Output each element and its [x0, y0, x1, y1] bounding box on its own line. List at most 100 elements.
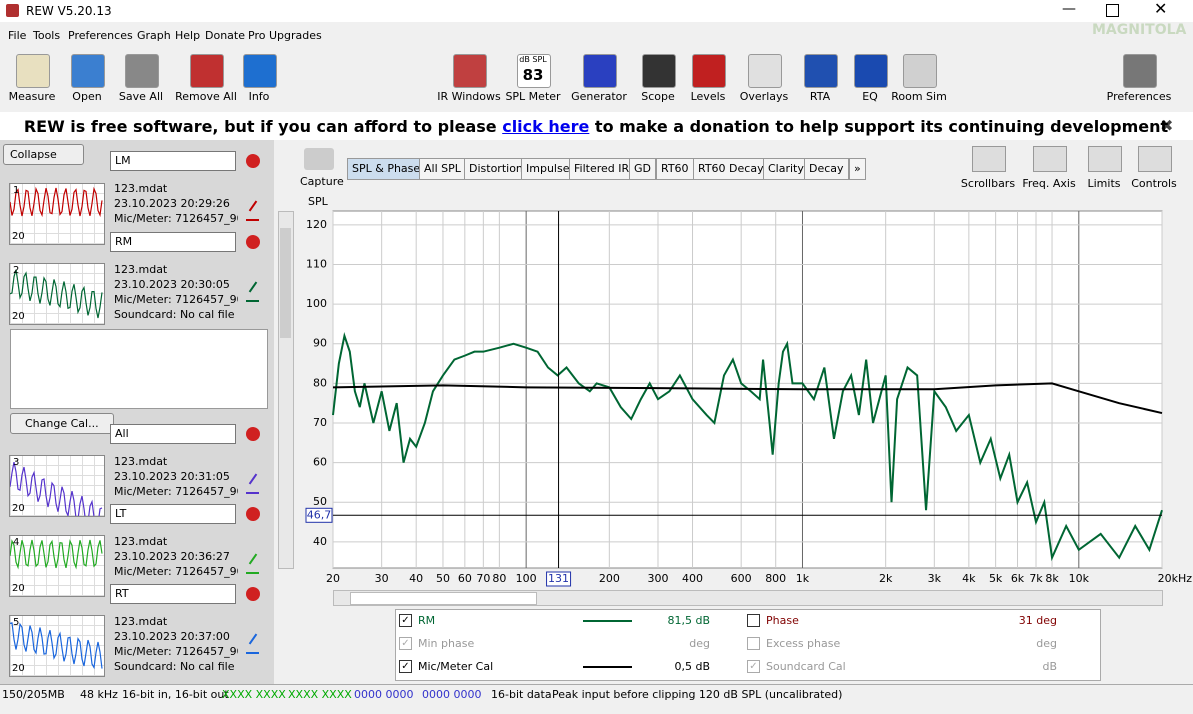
menu-item[interactable]: Preferences: [68, 29, 133, 42]
status-bar: [0, 684, 1193, 714]
toolbar-icon[interactable]: [642, 54, 676, 88]
toolbar-label[interactable]: Preferences: [1106, 90, 1172, 103]
name-field[interactable]: LM: [110, 151, 236, 171]
toolbar-label[interactable]: Measure: [8, 90, 56, 103]
control-icon[interactable]: [1033, 146, 1067, 172]
graph-tab[interactable]: Distortion: [464, 158, 528, 180]
toolbar-icon[interactable]: [804, 54, 838, 88]
toolbar-label[interactable]: SPL Meter: [505, 90, 561, 103]
thumbnail[interactable]: [9, 535, 105, 597]
menu-item[interactable]: Help: [175, 29, 201, 42]
control-icon[interactable]: [1138, 146, 1172, 172]
graph-scroll-thumb[interactable]: [350, 592, 537, 605]
name-field[interactable]: LT: [110, 504, 236, 524]
graph-tab[interactable]: Decay: [804, 158, 849, 180]
graph-tab[interactable]: Filtered IR: [569, 158, 635, 180]
thumbnail[interactable]: [9, 615, 105, 677]
thumbnail[interactable]: [9, 263, 105, 325]
toolbar-icon[interactable]: [748, 54, 782, 88]
close[interactable]: ✕: [1154, 0, 1168, 18]
status-cell: XXXX XXXX: [288, 688, 352, 701]
toolbar-icon[interactable]: [854, 54, 888, 88]
status-cell: 16-bit in, 16-bit out: [122, 688, 229, 701]
toolbar-icon[interactable]: [125, 54, 159, 88]
toolbar-icon[interactable]: [903, 54, 937, 88]
toolbar-label[interactable]: Remove All: [175, 90, 237, 103]
x-tick-label: 20: [326, 572, 340, 585]
toolbar-label[interactable]: Overlays: [739, 90, 789, 103]
minimize[interactable]: —: [1062, 1, 1076, 17]
control-label[interactable]: Freq. Axis: [1022, 177, 1076, 190]
delete-button[interactable]: [246, 154, 260, 168]
menu-item[interactable]: File: [8, 29, 27, 42]
graph-tab[interactable]: Impulse: [521, 158, 575, 180]
menu-item[interactable]: Graph: [137, 29, 171, 42]
thumbnail[interactable]: [9, 183, 105, 245]
delete-button[interactable]: [246, 235, 260, 249]
toolbar-icon[interactable]: [583, 54, 617, 88]
toolbar-label[interactable]: Save All: [118, 90, 164, 103]
checkbox[interactable]: ✓: [399, 660, 412, 673]
control-icon[interactable]: [972, 146, 1006, 172]
donate-link[interactable]: click here: [502, 117, 590, 136]
toolbar-icon[interactable]: [692, 54, 726, 88]
graph-tab[interactable]: Clarity: [763, 158, 809, 180]
name-field[interactable]: RM: [110, 232, 236, 252]
graph-scrollbar[interactable]: [333, 590, 1163, 606]
menu-item[interactable]: Pro Upgrades: [248, 29, 322, 42]
delete-button[interactable]: [246, 507, 260, 521]
graph-tab[interactable]: SPL & Phase: [347, 158, 426, 180]
graph-tab[interactable]: »: [849, 158, 866, 180]
menu-item[interactable]: Donate: [205, 29, 245, 42]
measurement-date: 23.10.2023 20:30:05: [114, 278, 230, 291]
checkbox[interactable]: [747, 637, 760, 650]
toolbar-icon[interactable]: [16, 54, 50, 88]
toolbar-label[interactable]: IR Windows: [437, 90, 501, 103]
name-field[interactable]: RT: [110, 584, 236, 604]
graph-tab[interactable]: RT60: [656, 158, 694, 180]
thumbnail-line: [9, 269, 103, 319]
toolbar-label[interactable]: Open: [72, 90, 102, 103]
control-icon[interactable]: [1088, 146, 1122, 172]
checkbox[interactable]: ✓: [399, 637, 412, 650]
toolbar-label[interactable]: Levels: [690, 90, 726, 103]
notes-area[interactable]: [10, 329, 268, 409]
toolbar-label[interactable]: RTA: [809, 90, 831, 103]
thumbnail[interactable]: [9, 455, 105, 531]
maximize[interactable]: [1106, 4, 1119, 17]
checkbox[interactable]: ✓: [399, 614, 412, 627]
name-field[interactable]: All: [110, 424, 236, 444]
scroll-thumb[interactable]: [280, 228, 291, 338]
graph-tab[interactable]: GD: [629, 158, 656, 180]
checkbox[interactable]: ✓: [747, 660, 760, 673]
capture-icon[interactable]: [304, 148, 334, 170]
toolbar-icon[interactable]: [453, 54, 487, 88]
toolbar-label[interactable]: Scope: [641, 90, 675, 103]
control-label[interactable]: Limits: [1087, 177, 1121, 190]
graph-tab[interactable]: All SPL: [419, 158, 466, 180]
toolbar-icon[interactable]: [71, 54, 105, 88]
checkbox[interactable]: [747, 614, 760, 627]
collapse-button[interactable]: Collapse: [3, 144, 84, 165]
x-tick-label: 70: [476, 572, 490, 585]
toolbar-label[interactable]: Info: [248, 90, 270, 103]
delete-button[interactable]: [246, 427, 260, 441]
control-label[interactable]: Controls: [1131, 177, 1177, 190]
toolbar-icon[interactable]: [1123, 54, 1157, 88]
menu-item[interactable]: Tools: [33, 29, 61, 42]
change-cal-button[interactable]: Change Cal...: [10, 413, 114, 434]
banner-close[interactable]: ✖: [1160, 116, 1174, 135]
toolbar-icon[interactable]: [243, 54, 277, 88]
control-label[interactable]: Scrollbars: [960, 177, 1016, 190]
toolbar-label[interactable]: Generator: [571, 90, 627, 103]
thumbnail-axis: 20: [12, 663, 25, 674]
delete-button[interactable]: [246, 587, 260, 601]
graph-tab[interactable]: RT60 Decay: [693, 158, 769, 180]
toolbar-icon[interactable]: [517, 54, 551, 88]
toolbar-label[interactable]: EQ: [862, 90, 878, 103]
toolbar-icon[interactable]: [190, 54, 224, 88]
toolbar-label[interactable]: Room Sim: [891, 90, 947, 103]
series-line: [332, 331, 1163, 562]
measurement-date: 23.10.2023 20:37:00: [114, 630, 230, 643]
capture-label[interactable]: Capture: [300, 175, 344, 188]
